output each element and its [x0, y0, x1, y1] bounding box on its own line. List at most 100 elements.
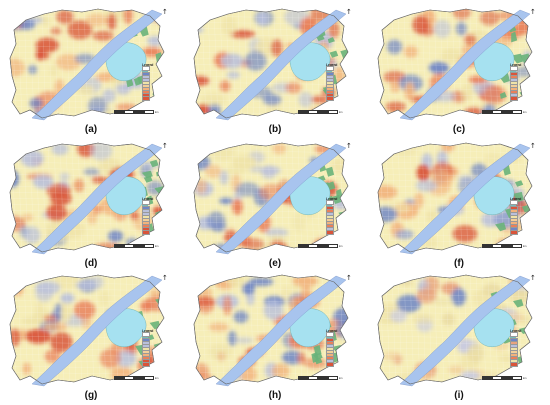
- legend-swatch: [510, 362, 518, 367]
- intensity-patch: [35, 282, 54, 302]
- map-legend: Legend: [142, 197, 153, 235]
- intensity-patch: [194, 296, 216, 307]
- intensity-patch: [297, 352, 306, 365]
- map-legend: Legend: [326, 329, 337, 367]
- intensity-patch: [34, 302, 45, 309]
- intensity-patch: [261, 165, 277, 179]
- legend-item: [326, 96, 337, 101]
- scale-bar: km: [482, 110, 526, 114]
- intensity-patch: [41, 16, 51, 26]
- intensity-patch: [44, 349, 61, 363]
- intensity-patch: [428, 61, 450, 74]
- intensity-patch: [43, 322, 68, 331]
- legend-swatch: [510, 66, 518, 71]
- green-space: [314, 357, 323, 365]
- legend-swatch: [510, 332, 518, 337]
- scale-bar: km: [482, 244, 526, 248]
- intensity-patch: [28, 64, 38, 75]
- intensity-patch: [19, 19, 36, 30]
- map-legend: Legend: [510, 197, 522, 235]
- legend-swatch: [326, 337, 332, 338]
- green-space: [152, 91, 163, 103]
- river-channel: [399, 143, 531, 255]
- north-arrow-icon: ↑: [530, 8, 536, 16]
- intensity-patch: [448, 365, 464, 375]
- intensity-patch: [73, 300, 96, 319]
- intensity-patch: [46, 183, 71, 198]
- intensity-patch: [88, 96, 108, 115]
- river-channel: [215, 9, 347, 121]
- lake-shape: [289, 308, 331, 347]
- intensity-patch: [50, 332, 73, 353]
- legend-title: Legend: [142, 329, 154, 333]
- green-space: [133, 77, 142, 86]
- legend-item: [142, 96, 153, 101]
- north-arrow-icon: ↑: [530, 274, 536, 282]
- north-arrow-icon: ↑: [346, 8, 352, 16]
- legend-item: [142, 200, 153, 205]
- river-channel: [215, 143, 347, 255]
- intensity-patch: [452, 225, 478, 243]
- river-channel: [31, 9, 163, 121]
- intensity-patch: [22, 362, 31, 375]
- intensity-patch: [464, 34, 477, 46]
- legend-title: Legend: [510, 197, 522, 201]
- river-channel: [31, 143, 163, 255]
- legend-swatch: [326, 96, 334, 101]
- map-legend: Legend: [326, 63, 337, 101]
- panel-label: (d): [84, 258, 98, 269]
- intensity-patch: [147, 36, 164, 46]
- legend-swatch: [510, 230, 518, 235]
- map-legend: Legend: [326, 197, 337, 235]
- legend-item: [142, 70, 153, 73]
- legend-swatch: [326, 230, 334, 235]
- intensity-patch: [390, 309, 407, 323]
- green-space: [149, 159, 159, 168]
- green-space: [495, 222, 507, 232]
- intensity-patch: [396, 294, 421, 313]
- legend-item: [510, 230, 521, 235]
- intensity-patch: [233, 310, 249, 323]
- intensity-patch: [152, 206, 164, 216]
- legend-item: [142, 230, 153, 235]
- intensity-patch: [462, 83, 474, 101]
- legend-title: Legend: [142, 63, 154, 67]
- green-space: [327, 37, 335, 44]
- map-panel-5: (e) ↑ Legend km: [186, 140, 364, 272]
- intensity-patch: [99, 290, 110, 306]
- legend-swatch: [142, 362, 150, 367]
- lake-shape: [105, 42, 147, 81]
- legend-item: [510, 200, 521, 205]
- scale-bar: km: [114, 244, 158, 248]
- choropleth-map: [9, 142, 165, 255]
- legend-swatch: [142, 205, 148, 206]
- intensity-patch: [208, 343, 233, 361]
- intensity-patch: [298, 92, 313, 108]
- intensity-patch: [209, 143, 235, 161]
- intensity-patch: [194, 372, 213, 384]
- intensity-patch: [221, 16, 237, 37]
- intensity-patch: [416, 164, 431, 181]
- intensity-patch: [290, 284, 301, 293]
- intensity-patch: [431, 298, 454, 305]
- intensity-patch: [268, 240, 288, 252]
- legend-swatch: [142, 230, 150, 235]
- lake-shape: [473, 176, 515, 215]
- scale-bar: km: [482, 376, 526, 380]
- intensity-patch: [386, 39, 403, 55]
- legend-item: [326, 336, 337, 339]
- green-space: [325, 166, 335, 177]
- legend-swatch: [510, 205, 516, 206]
- map-legend: Legend: [510, 329, 521, 367]
- intensity-patch: [20, 149, 44, 168]
- choropleth-map: [377, 274, 533, 387]
- legend-item: [510, 362, 521, 367]
- river-channel: [215, 275, 347, 387]
- legend-item: [510, 70, 521, 73]
- panel-label: (b): [268, 124, 282, 135]
- legend-swatch: [326, 66, 334, 71]
- map-legend: Legend: [142, 329, 154, 367]
- intensity-patch: [200, 93, 227, 106]
- river-channel: [399, 275, 531, 387]
- green-space: [313, 345, 322, 356]
